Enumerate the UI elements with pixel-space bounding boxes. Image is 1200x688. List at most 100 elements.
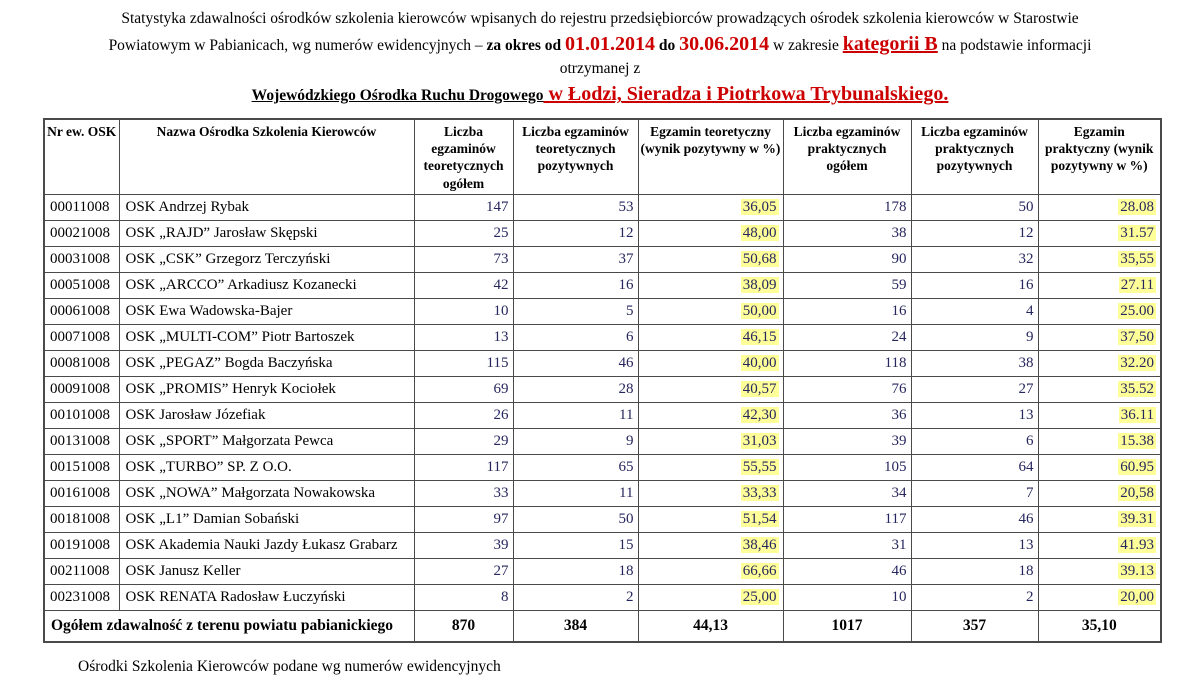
cell-theory-pct: 40,00	[637, 350, 784, 378]
cell-practical-pct: 39.13	[1037, 558, 1162, 586]
summary-theory-total: 870	[413, 610, 514, 643]
highlighted-percentage: 39.13	[1118, 563, 1156, 580]
cell-practical-pct: 31.57	[1037, 220, 1162, 248]
cell-osk-name: OSK Akademia Nauki Jazdy Łukasz Grabarz	[118, 532, 415, 560]
cell-osk-id: 00151008	[43, 454, 120, 482]
title-line2-post: na podstawie informacji	[937, 37, 1092, 54]
table-row: 00011008 OSK Andrzej Rybak 147 53 36,05 178 50…	[43, 194, 1162, 222]
highlighted-percentage: 38,09	[740, 277, 779, 294]
cell-practical-passed: 64	[910, 454, 1039, 482]
highlighted-percentage: 42,30	[740, 407, 779, 424]
cell-practical-passed: 12	[910, 220, 1039, 248]
table-row: 00061008 OSK Ewa Wadowska-Bajer 10 5 50,00 16…	[43, 298, 1162, 326]
statistics-table: Nr ew. OSK Nazwa Ośrodka Szkolenia Kiero…	[43, 117, 1162, 643]
cell-osk-name: OSK „CSK” Grzegorz Terczyński	[118, 246, 415, 274]
title-line-1: Statystyka zdawalności ośrodków szkoleni…	[121, 10, 1079, 27]
cell-practical-total: 24	[782, 324, 912, 352]
cell-practical-total: 118	[782, 350, 912, 378]
cell-osk-id: 00051008	[43, 272, 120, 300]
cell-practical-passed: 32	[910, 246, 1039, 274]
cell-osk-name: OSK „MULTI-COM” Piotr Bartoszek	[118, 324, 415, 352]
highlighted-percentage: 50,00	[740, 303, 779, 320]
cell-theory-total: 13	[413, 324, 514, 352]
cell-osk-id: 00181008	[43, 506, 120, 534]
cell-theory-total: 115	[413, 350, 514, 378]
cell-theory-passed: 12	[512, 220, 639, 248]
cell-osk-id: 00031008	[43, 246, 120, 274]
highlighted-percentage: 51,54	[740, 511, 779, 528]
highlighted-percentage: 25,00	[740, 589, 779, 606]
cell-theory-pct: 36,05	[637, 194, 784, 222]
cell-practical-total: 59	[782, 272, 912, 300]
cell-theory-pct: 50,68	[637, 246, 784, 274]
highlighted-percentage: 50,68	[740, 251, 779, 268]
summary-practical-passed: 357	[910, 610, 1039, 643]
cell-theory-pct: 46,15	[637, 324, 784, 352]
highlighted-percentage: 37,50	[1118, 329, 1156, 346]
highlighted-percentage: 38,46	[740, 537, 779, 554]
cell-practical-passed: 9	[910, 324, 1039, 352]
cell-theory-pct: 38,09	[637, 272, 784, 300]
header-theory-total: Liczba egzaminów teoretycznych ogółem	[413, 118, 514, 196]
cell-practical-passed: 2	[910, 584, 1039, 612]
cell-theory-passed: 28	[512, 376, 639, 404]
highlighted-percentage: 20,00	[1118, 589, 1156, 606]
table-row: 00091008 OSK „PROMIS” Henryk Kociołek 69 28…	[43, 376, 1162, 404]
cell-practical-total: 16	[782, 298, 912, 326]
cell-osk-name: OSK „PEGAZ” Bogda Baczyńska	[118, 350, 415, 378]
highlighted-percentage: 60.95	[1118, 459, 1156, 476]
highlighted-percentage: 55,55	[740, 459, 779, 476]
cell-practical-pct: 41.93	[1037, 532, 1162, 560]
cell-osk-name: OSK „ARCCO” Arkadiusz Kozanecki	[118, 272, 415, 300]
cell-theory-pct: 38,46	[637, 532, 784, 560]
cell-practical-pct: 39.31	[1037, 506, 1162, 534]
table-row: 00151008 OSK „TURBO” SP. Z O.O. 117 65 55,55…	[43, 454, 1162, 482]
table-row: 00191008 OSK Akademia Nauki Jazdy Łukasz …	[43, 532, 1162, 560]
cell-practical-passed: 38	[910, 350, 1039, 378]
table-row: 00051008 OSK „ARCCO” Arkadiusz Kozanecki 4…	[43, 272, 1162, 300]
cell-theory-total: 10	[413, 298, 514, 326]
cell-osk-id: 00071008	[43, 324, 120, 352]
cell-osk-name: OSK „SPORT” Małgorzata Pewca	[118, 428, 415, 456]
highlighted-percentage: 31.57	[1118, 225, 1156, 242]
cell-osk-name: OSK „TURBO” SP. Z O.O.	[118, 454, 415, 482]
summary-theory-passed: 384	[512, 610, 639, 643]
highlighted-percentage: 48,00	[740, 225, 779, 242]
highlighted-percentage: 31,03	[740, 433, 779, 450]
cell-osk-name: OSK „L1” Damian Sobański	[118, 506, 415, 534]
highlighted-percentage: 20,58	[1118, 485, 1156, 502]
cell-theory-total: 8	[413, 584, 514, 612]
cell-practical-pct: 35,55	[1037, 246, 1162, 274]
cell-practical-pct: 35.52	[1037, 376, 1162, 404]
header-theory-passed: Liczba egzaminów teoretycznych pozytywny…	[512, 118, 639, 196]
header-osk-id: Nr ew. OSK	[43, 118, 120, 196]
cell-practical-pct: 25.00	[1037, 298, 1162, 326]
header-practical-pct: Egzamin praktyczny (wynik pozytywny w %)	[1037, 118, 1162, 196]
cell-practical-total: 39	[782, 428, 912, 456]
table-row: 00101008 OSK Jarosław Józefiak 26 11 42,30 36…	[43, 402, 1162, 430]
cell-practical-total: 178	[782, 194, 912, 222]
cell-theory-total: 147	[413, 194, 514, 222]
cell-theory-passed: 37	[512, 246, 639, 274]
cell-theory-total: 97	[413, 506, 514, 534]
cell-theory-pct: 42,30	[637, 402, 784, 430]
cell-practical-total: 10	[782, 584, 912, 612]
page-title: Statystyka zdawalności ośrodków szkoleni…	[18, 8, 1182, 109]
cell-practical-passed: 46	[910, 506, 1039, 534]
cell-theory-pct: 33,33	[637, 480, 784, 508]
highlighted-percentage: 35,55	[1118, 251, 1156, 268]
cell-practical-passed: 27	[910, 376, 1039, 404]
date-from: 01.01.2014	[565, 33, 656, 55]
header-theory-pct: Egzamin teoretyczny (wynik pozytywny w %…	[637, 118, 784, 196]
table-row: 00161008 OSK „NOWA” Małgorzata Nowakowska…	[43, 480, 1162, 508]
highlighted-percentage: 40,57	[740, 381, 779, 398]
cell-osk-id: 00211008	[43, 558, 120, 586]
cell-osk-id: 00091008	[43, 376, 120, 404]
cell-practical-pct: 20,00	[1037, 584, 1162, 612]
cell-theory-total: 25	[413, 220, 514, 248]
cell-practical-pct: 28.08	[1037, 194, 1162, 222]
cell-theory-total: 33	[413, 480, 514, 508]
cell-theory-passed: 53	[512, 194, 639, 222]
cell-practical-total: 46	[782, 558, 912, 586]
cell-osk-name: OSK Janusz Keller	[118, 558, 415, 586]
